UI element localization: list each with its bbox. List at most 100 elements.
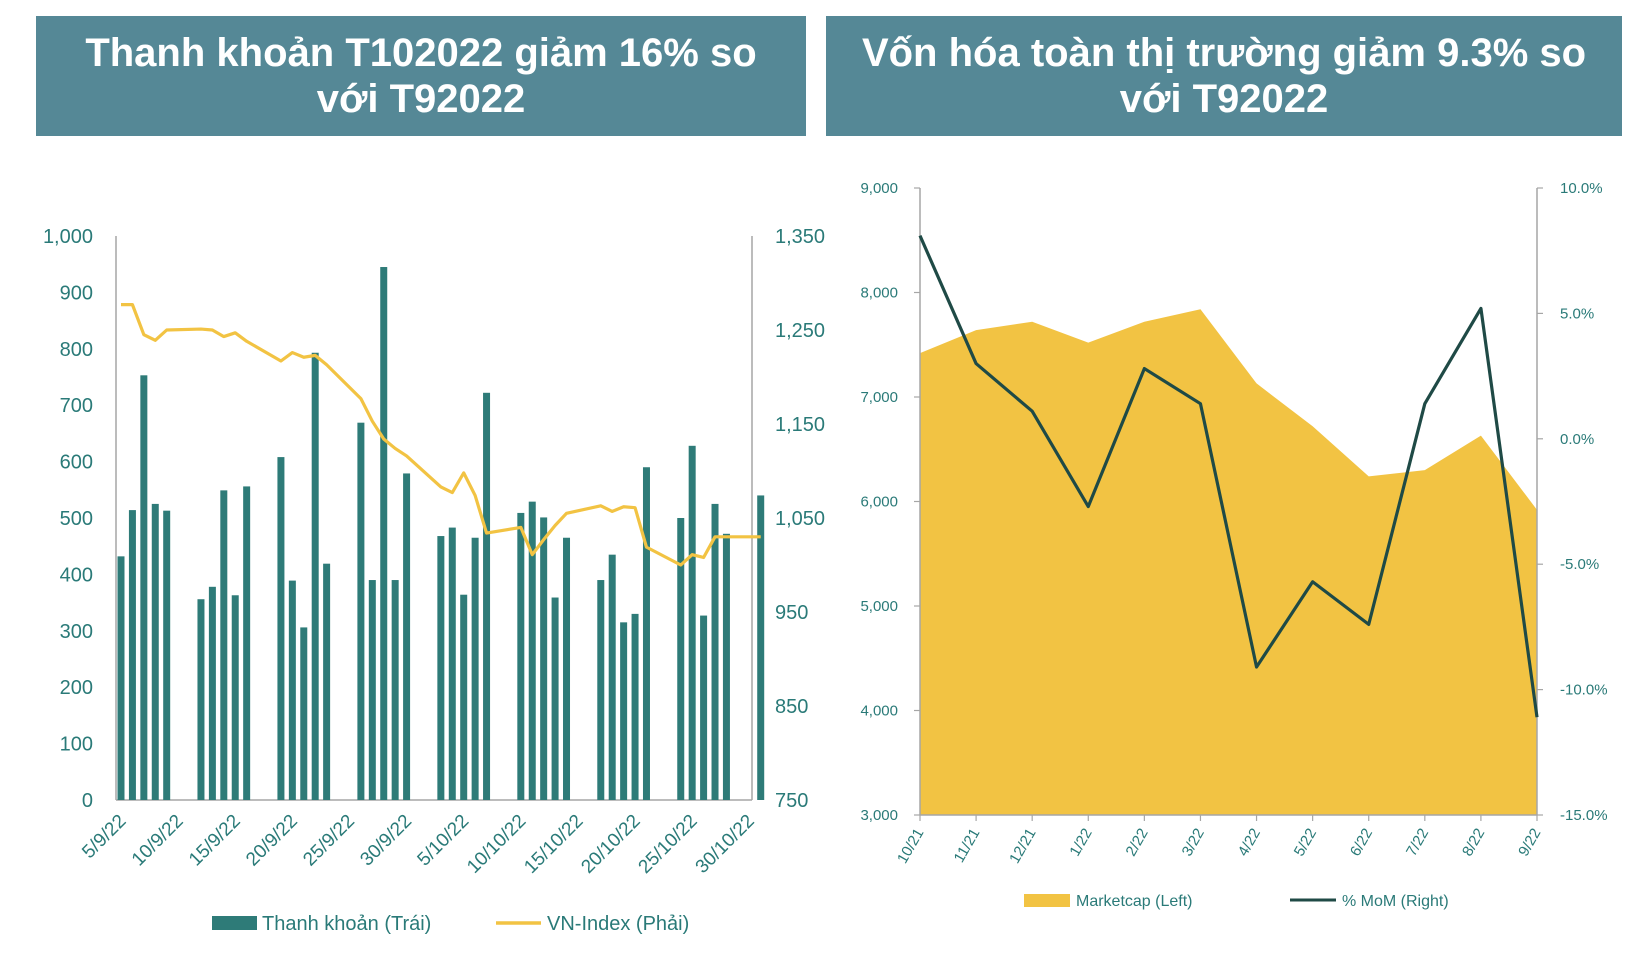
- x-tick-label: 25/9/22: [299, 811, 359, 871]
- y-right-tick-label: 1,250: [775, 320, 825, 342]
- y-left-tick-label: 0: [82, 790, 93, 812]
- liquidity-bar: [483, 392, 491, 800]
- y-right-tick-label: 750: [775, 790, 808, 812]
- y-right-tick-label: 1,050: [775, 508, 825, 530]
- liquidity-bar: [311, 352, 319, 800]
- liquidity-bar: [722, 533, 730, 800]
- y-left-tick-label: 400: [60, 564, 93, 586]
- x-tick-label: 15/9/22: [185, 811, 245, 871]
- y-right-tick-label: -5.0%: [1560, 556, 1599, 573]
- liquidity-bar: [563, 537, 571, 800]
- y-right-tick-label: 950: [775, 602, 808, 624]
- y-left-tick-label: 3,000: [860, 807, 898, 824]
- liquidity-bar: [277, 457, 285, 800]
- x-tick-label: 10/10/22: [463, 811, 530, 878]
- x-tick-label: 12/21: [1006, 826, 1039, 867]
- left-chart-title: Thanh khoản T102022 giảm 16% so với T920…: [85, 31, 757, 121]
- liquidity-bar: [517, 512, 525, 800]
- liquidity-bar: [391, 580, 399, 800]
- right-chart-banner: Vốn hóa toàn thị trường giảm 9.3% so với…: [826, 16, 1622, 136]
- liquidity-vnindex-chart: 0 100 200 300 400 500 600 700 800 900 1,000 750 850 9…: [43, 226, 825, 935]
- y-left-tick-label: 200: [60, 677, 93, 699]
- liquidity-bar: [460, 594, 468, 800]
- liquidity-bar: [220, 490, 228, 800]
- x-tick-label: 25/10/22: [635, 811, 702, 878]
- y-right-tick-label: -10.0%: [1560, 682, 1608, 699]
- liquidity-bar: [288, 580, 296, 800]
- y-left-tick-label: 300: [60, 621, 93, 643]
- legend-swatch-marketcap: [1024, 894, 1070, 907]
- liquidity-bar: [140, 375, 148, 800]
- y-left-tick-label: 6,000: [860, 494, 898, 511]
- y-left-tick-label: 900: [60, 282, 93, 304]
- liquidity-bar: [540, 517, 548, 800]
- liquidity-bar: [711, 503, 719, 800]
- y-right-tick-label: 0.0%: [1560, 431, 1594, 448]
- x-tick-label: 6/22: [1347, 826, 1376, 860]
- y-left-tick-label: 500: [60, 508, 93, 530]
- liquidity-bar: [757, 495, 765, 800]
- x-tick-label: 1/22: [1066, 826, 1095, 860]
- liquidity-bar: [357, 422, 365, 800]
- liquidity-bar: [380, 267, 388, 800]
- y-left-tick-label: 5,000: [860, 598, 898, 615]
- liquidity-bar: [368, 580, 376, 800]
- liquidity-bar: [243, 486, 251, 800]
- legend-label-marketcap: Marketcap (Left): [1076, 893, 1192, 910]
- liquidity-bar: [300, 627, 308, 800]
- liquidity-bar: [231, 595, 239, 800]
- y-left-tick-label: 1,000: [43, 226, 93, 248]
- x-tick-label: 10/9/22: [128, 811, 188, 871]
- liquidity-bar: [197, 599, 205, 800]
- y-right-tick-label: 1,150: [775, 414, 825, 436]
- x-tick-label: 30/10/22: [692, 811, 759, 878]
- y-left-tick-label: 8,000: [860, 285, 898, 302]
- y-right-tick-label: 10.0%: [1560, 180, 1603, 197]
- liquidity-bar: [620, 622, 628, 800]
- y-left-tick-label: 100: [60, 734, 93, 756]
- liquidity-bar: [128, 510, 136, 800]
- liquidity-bar: [151, 503, 159, 800]
- liquidity-bar: [117, 556, 125, 800]
- legend-label-liquidity: Thanh khoản (Trái): [262, 913, 431, 935]
- legend-label-vnindex: VN-Index (Phải): [547, 913, 689, 935]
- liquidity-bar: [551, 597, 559, 800]
- liquidity-bar: [323, 563, 331, 800]
- left-chart-banner: Thanh khoản T102022 giảm 16% so với T920…: [36, 16, 806, 136]
- x-tick-label: 8/22: [1459, 826, 1488, 860]
- liquidity-bar: [471, 537, 479, 800]
- x-tick-label: 15/10/22: [520, 811, 587, 878]
- marketcap-mom-chart: 3,000 4,000 5,000 6,000 7,000 8,000 9,000 -15.0…: [860, 180, 1607, 910]
- y-right-tick-label: -15.0%: [1560, 807, 1608, 824]
- x-tick-label: 30/9/22: [356, 811, 416, 871]
- liquidity-bar: [631, 613, 639, 800]
- x-tick-label: 20/10/22: [577, 811, 644, 878]
- vnindex-line: [121, 303, 761, 567]
- x-tick-label: 5/9/22: [78, 811, 130, 863]
- y-left-tick-label: 700: [60, 395, 93, 417]
- liquidity-bar: [688, 445, 696, 800]
- x-tick-label: 3/22: [1179, 826, 1208, 860]
- x-tick-label: 5/22: [1291, 826, 1320, 860]
- liquidity-bar: [208, 586, 216, 800]
- y-left-tick-label: 9,000: [860, 180, 898, 197]
- y-left-tick-label: 4,000: [860, 703, 898, 720]
- liquidity-bar: [163, 510, 171, 800]
- x-tick-label: 11/21: [951, 826, 984, 866]
- legend-label-mom: % MoM (Right): [1342, 893, 1449, 910]
- legend-swatch-liquidity: [212, 916, 257, 930]
- x-tick-label: 10/21: [894, 826, 927, 867]
- y-right-tick-label: 850: [775, 696, 808, 718]
- liquidity-bar: [437, 536, 445, 800]
- liquidity-bar: [597, 580, 605, 800]
- liquidity-bar: [700, 615, 708, 800]
- x-tick-label: 9/22: [1515, 826, 1544, 860]
- liquidity-bar: [448, 527, 456, 800]
- liquidity-bar: [608, 554, 616, 800]
- x-tick-label: 7/22: [1403, 826, 1432, 860]
- liquidity-bar: [528, 501, 536, 800]
- liquidity-bar: [403, 473, 411, 800]
- liquidity-bar: [677, 518, 685, 800]
- x-tick-label: 4/22: [1235, 826, 1264, 860]
